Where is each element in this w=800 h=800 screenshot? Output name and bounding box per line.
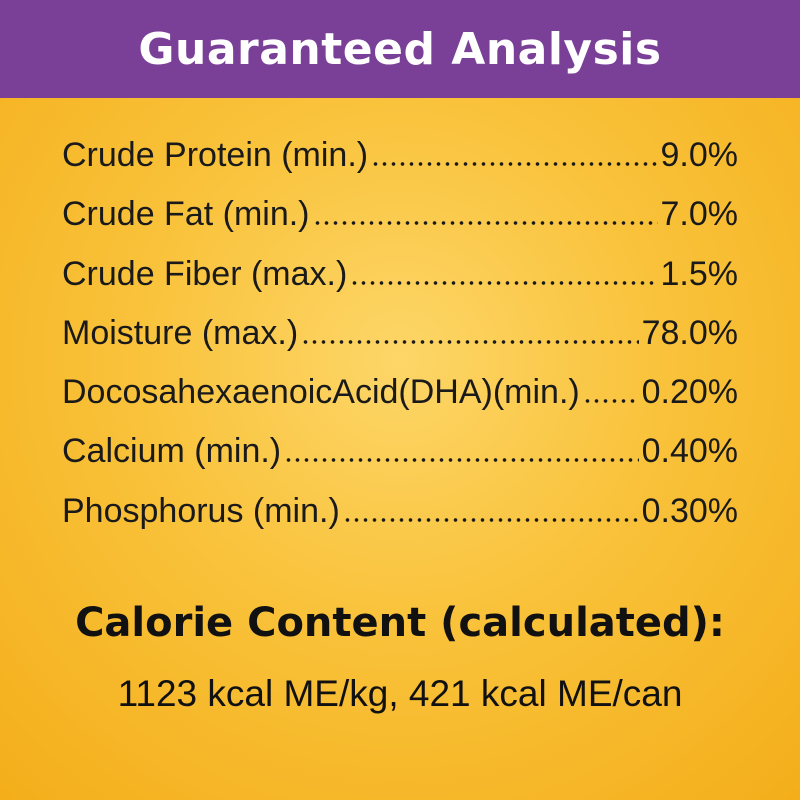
analysis-row: Crude Fat (min.) 7.0% — [62, 195, 738, 254]
nutrient-value: 78.0% — [641, 313, 738, 352]
analysis-row: Crude Fiber (max.) 1.5% — [62, 255, 738, 314]
dot-leader — [582, 399, 639, 404]
nutrient-label: Crude Fat (min.) — [62, 195, 310, 234]
nutrient-label: Calcium (min.) — [62, 432, 282, 471]
nutrient-label: Crude Fiber (max.) — [62, 254, 348, 293]
title: Guaranteed Analysis — [138, 23, 662, 75]
dot-leader — [371, 162, 658, 166]
header-band: Guaranteed Analysis — [0, 0, 800, 98]
calorie-text: 1123 kcal ME/kg, 421 kcal ME/can — [117, 673, 683, 714]
nutrient-label: DocosahexaenoicAcid(DHA)(min.) — [62, 373, 580, 412]
nutrient-value: 0.40% — [641, 432, 738, 471]
nutrient-value: 1.5% — [660, 254, 739, 293]
nutrient-value: 7.0% — [660, 195, 739, 234]
dot-leader — [342, 517, 639, 522]
nutrient-label: Moisture (max.) — [62, 313, 299, 352]
dot-leader — [312, 221, 658, 226]
analysis-table: Crude Protein (min.) 9.0% Crude Fat (min.)… — [62, 136, 738, 551]
calorie-title: Calorie Content (calculated): — [75, 600, 725, 646]
nutrient-label: Crude Protein (min.) — [62, 136, 369, 174]
nutrient-value: 0.20% — [641, 373, 738, 412]
nutrient-value: 0.30% — [641, 491, 738, 530]
analysis-row: Phosphorus (min.) 0.30% — [62, 492, 738, 551]
nutrient-label: Phosphorus (min.) — [62, 491, 340, 530]
analysis-row: Calcium (min.) 0.40% — [62, 432, 738, 491]
analysis-row: DocosahexaenoicAcid(DHA)(min.) 0.20% — [62, 373, 738, 432]
analysis-row: Moisture (max.) 78.0% — [62, 314, 738, 373]
dot-leader — [350, 280, 658, 285]
nutrient-value: 9.0% — [660, 136, 739, 174]
dot-leader — [284, 458, 639, 463]
dot-leader — [301, 339, 639, 344]
analysis-row: Crude Protein (min.) 9.0% — [62, 136, 738, 195]
